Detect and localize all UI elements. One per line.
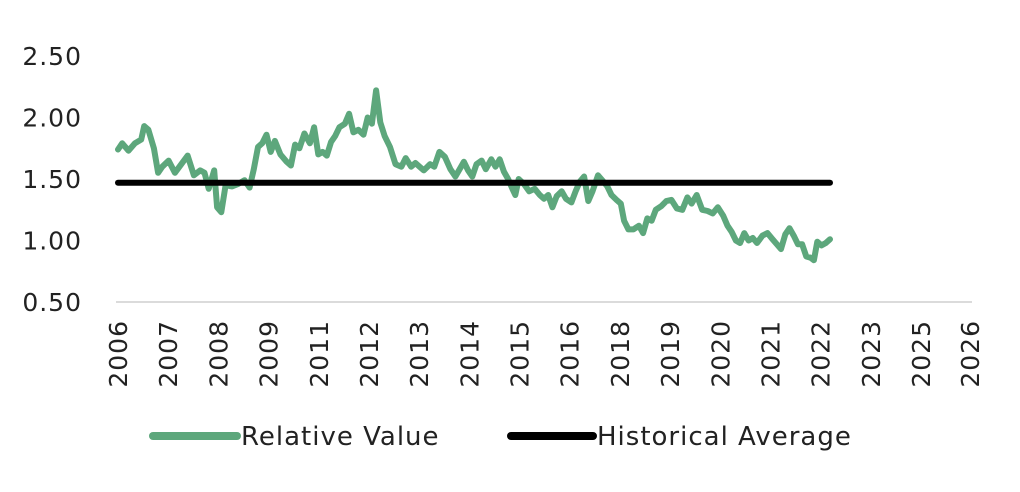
x-tick-label: 2007 [154, 320, 183, 388]
y-tick-label: 2.00 [22, 104, 82, 133]
x-tick-label: 2015 [506, 320, 535, 388]
y-tick-label: 1.00 [22, 227, 82, 256]
x-axis: 2006 2007 2008 2009 2011 2012 2013 2014 2015 2016… [104, 320, 985, 388]
legend: Relative Value Historical Average [149, 422, 852, 452]
series-layer [115, 87, 833, 264]
x-tick-label: 2019 [656, 320, 685, 388]
x-tick-label: 2009 [255, 320, 284, 388]
legend-label: Relative Value [241, 422, 440, 452]
x-tick-label: 2025 [907, 320, 936, 388]
x-tick-label: 2016 [556, 320, 585, 388]
y-tick-label: 1.50 [22, 165, 82, 194]
legend-label: Historical Average [597, 422, 852, 452]
x-tick-label: 2011 [305, 320, 334, 388]
x-tick-label: 2026 [956, 320, 985, 388]
x-tick-label: 2012 [355, 320, 384, 388]
x-tick-label: 2023 [857, 320, 886, 388]
y-tick-label: 2.50 [22, 42, 82, 71]
y-tick-label: 0.50 [22, 288, 82, 317]
x-tick-label: 2006 [104, 320, 133, 388]
x-tick-label: 2022 [807, 320, 836, 388]
x-tick-label: 2020 [706, 320, 735, 388]
x-tick-label: 2008 [204, 320, 233, 388]
x-tick-label: 2018 [606, 320, 635, 388]
x-tick-label: 2013 [405, 320, 434, 388]
series-line-relative-value [115, 87, 833, 264]
x-tick-label: 2021 [756, 320, 785, 388]
x-tick-label: 2014 [455, 320, 484, 388]
y-axis: 2.50 2.00 1.50 1.00 0.50 [22, 42, 82, 317]
